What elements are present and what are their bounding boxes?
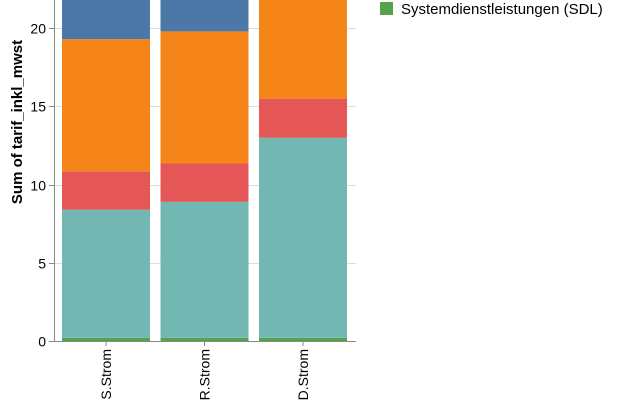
legend-label: Systemdienstleistungen (SDL) <box>401 1 603 18</box>
x-tick-label: .R.Strom <box>197 349 213 400</box>
y-tick-label: 0 <box>38 334 46 350</box>
y-axis-title: Sum of tarif_inkl_mwst <box>9 40 26 204</box>
bar-segment <box>62 171 150 210</box>
bar-segment <box>160 0 249 32</box>
bar-segment <box>259 98 347 138</box>
y-tick-label: 20 <box>30 21 46 37</box>
x-tick-label: .S.Strom <box>98 349 114 400</box>
bar-segment <box>160 337 249 341</box>
y-tick-label: 15 <box>30 99 46 115</box>
x-axis: .S.Strom .R.Strom .D.Strom <box>54 341 356 400</box>
bar-segment <box>259 0 347 99</box>
bar-segment <box>259 137 347 338</box>
y-tick-label: 5 <box>38 256 46 272</box>
bar-segment <box>160 31 249 164</box>
bar-segment <box>62 0 150 40</box>
bars-layer <box>62 0 347 341</box>
y-tick-label: 10 <box>30 178 46 194</box>
x-tick-label: .D.Strom <box>295 349 311 400</box>
bar-segment <box>62 337 150 341</box>
bar-segment <box>62 209 150 338</box>
bar-segment <box>259 337 347 341</box>
y-axis: 0 5 10 15 20 <box>30 0 55 350</box>
bar-segment <box>62 39 150 172</box>
legend: Systemdienstleistungen (SDL) <box>380 1 603 18</box>
legend-swatch <box>380 2 393 15</box>
bar-segment <box>160 163 249 202</box>
bar-segment <box>160 201 249 338</box>
